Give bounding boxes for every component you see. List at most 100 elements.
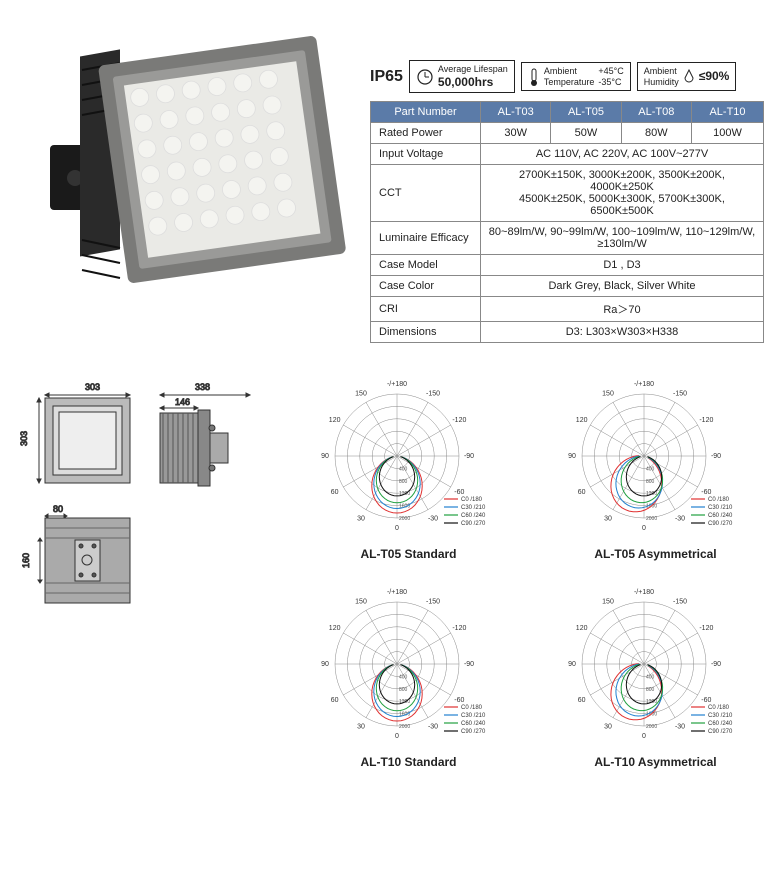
svg-text:C0 /180: C0 /180 — [708, 705, 730, 711]
svg-text:C30 /210: C30 /210 — [708, 505, 733, 511]
svg-text:60: 60 — [330, 697, 338, 704]
svg-text:C0 /180: C0 /180 — [461, 497, 483, 503]
svg-text:C30 /210: C30 /210 — [708, 713, 733, 719]
th-model: AL-T10 — [691, 102, 763, 123]
svg-text:400: 400 — [646, 675, 655, 681]
svg-text:2000: 2000 — [646, 516, 657, 522]
svg-text:C0 /180: C0 /180 — [708, 497, 730, 503]
svg-text:120: 120 — [575, 417, 587, 424]
polar-label: AL-T05 Standard — [300, 547, 517, 561]
svg-text:-150: -150 — [672, 391, 686, 398]
temperature-badge: AmbientTemperature +45°C-35°C — [521, 62, 631, 92]
svg-text:-/+180: -/+180 — [633, 381, 653, 388]
svg-text:30: 30 — [604, 724, 612, 731]
svg-text:-120: -120 — [699, 417, 713, 424]
dim-mount-h: 160 — [21, 553, 31, 568]
polar-chart: -/+180-150150-120120-9090-6060-303004008… — [300, 373, 517, 561]
svg-text:2000: 2000 — [399, 724, 410, 730]
svg-text:-90: -90 — [710, 661, 720, 668]
svg-text:800: 800 — [646, 479, 655, 485]
svg-text:400: 400 — [399, 467, 408, 473]
svg-text:2000: 2000 — [399, 516, 410, 522]
svg-text:0: 0 — [642, 733, 646, 740]
svg-text:90: 90 — [568, 453, 576, 460]
row-label: Dimensions — [371, 322, 481, 343]
svg-text:-120: -120 — [699, 625, 713, 632]
row-label: Rated Power — [371, 123, 481, 144]
dimension-drawings: 303 303 338 146 — [20, 373, 270, 769]
dim-front-w: 303 — [85, 382, 100, 392]
svg-text:-90: -90 — [463, 661, 473, 668]
temp-high: +45°C — [598, 66, 623, 77]
lifespan-value: 50,000hrs — [438, 75, 508, 89]
svg-text:30: 30 — [357, 724, 365, 731]
svg-text:-150: -150 — [425, 391, 439, 398]
polar-chart: -/+180-150150-120120-9090-6060-303004008… — [547, 581, 764, 769]
svg-text:0: 0 — [395, 733, 399, 740]
humidity-label: AmbientHumidity — [644, 66, 679, 87]
svg-text:400: 400 — [399, 675, 408, 681]
svg-text:-120: -120 — [452, 625, 466, 632]
svg-text:C90 /270: C90 /270 — [708, 729, 733, 735]
svg-text:90: 90 — [321, 453, 329, 460]
svg-text:C30 /210: C30 /210 — [461, 505, 486, 511]
row-cell: 50W — [551, 123, 621, 144]
svg-text:-60: -60 — [701, 697, 711, 704]
th-partnum: Part Number — [371, 102, 481, 123]
svg-text:C60 /240: C60 /240 — [708, 721, 733, 727]
svg-text:C60 /240: C60 /240 — [461, 721, 486, 727]
ip-rating: IP65 — [370, 68, 403, 86]
row-value: D3: L303×W303×H338 — [481, 322, 764, 343]
svg-text:C30 /210: C30 /210 — [461, 713, 486, 719]
row-label: Case Color — [371, 276, 481, 297]
temp-low: -35°C — [598, 77, 623, 88]
svg-text:120: 120 — [328, 625, 340, 632]
dim-side-inset: 146 — [175, 397, 190, 407]
row-label: CCT — [371, 165, 481, 222]
svg-text:C60 /240: C60 /240 — [461, 513, 486, 519]
polar-label: AL-T10 Asymmetrical — [547, 755, 764, 769]
svg-text:150: 150 — [355, 599, 367, 606]
svg-text:150: 150 — [355, 391, 367, 398]
dim-front-h: 303 — [20, 431, 29, 446]
row-cell: 100W — [691, 123, 763, 144]
svg-text:2000: 2000 — [646, 724, 657, 730]
svg-text:-120: -120 — [452, 417, 466, 424]
row-value: Ra＞70 — [481, 297, 764, 322]
dim-side-w: 338 — [195, 382, 210, 392]
polar-label: AL-T10 Standard — [300, 755, 517, 769]
svg-text:120: 120 — [575, 625, 587, 632]
humidity-badge: AmbientHumidity ≤90% — [637, 62, 737, 92]
svg-text:-60: -60 — [454, 697, 464, 704]
svg-text:150: 150 — [602, 599, 614, 606]
row-cell: 30W — [481, 123, 551, 144]
svg-text:-/+180: -/+180 — [386, 589, 406, 596]
th-model: AL-T05 — [551, 102, 621, 123]
svg-text:-90: -90 — [710, 453, 720, 460]
polar-chart: -/+180-150150-120120-9090-6060-303004008… — [547, 373, 764, 561]
svg-text:0: 0 — [642, 525, 646, 532]
polar-charts: -/+180 -150 150 -120 120 -90 90 -60 60 -30 30 0 400 8… — [300, 373, 764, 769]
svg-text:-30: -30 — [674, 724, 684, 731]
svg-text:-/+180: -/+180 — [633, 589, 653, 596]
row-label: CRI — [371, 297, 481, 322]
svg-text:60: 60 — [577, 489, 585, 496]
svg-text:800: 800 — [399, 687, 408, 693]
lifespan-label: Average Lifespan — [438, 64, 508, 75]
lifespan-badge: Average Lifespan50,000hrs — [409, 60, 515, 93]
row-value: AC 110V, AC 220V, AC 100V~277V — [481, 144, 764, 165]
product-image — [20, 10, 350, 310]
temp-label: AmbientTemperature — [544, 66, 595, 87]
svg-text:-30: -30 — [427, 724, 437, 731]
row-label: Luminaire Efficacy — [371, 222, 481, 255]
svg-text:-90: -90 — [463, 453, 473, 460]
svg-text:800: 800 — [646, 687, 655, 693]
row-value: D1 , D3 — [481, 255, 764, 276]
svg-text:C90 /270: C90 /270 — [461, 521, 486, 527]
svg-text:-30: -30 — [427, 516, 437, 523]
svg-text:-150: -150 — [672, 599, 686, 606]
svg-text:-60: -60 — [701, 489, 711, 496]
svg-text:150: 150 — [602, 391, 614, 398]
row-label: Case Model — [371, 255, 481, 276]
svg-text:C60 /240: C60 /240 — [708, 513, 733, 519]
